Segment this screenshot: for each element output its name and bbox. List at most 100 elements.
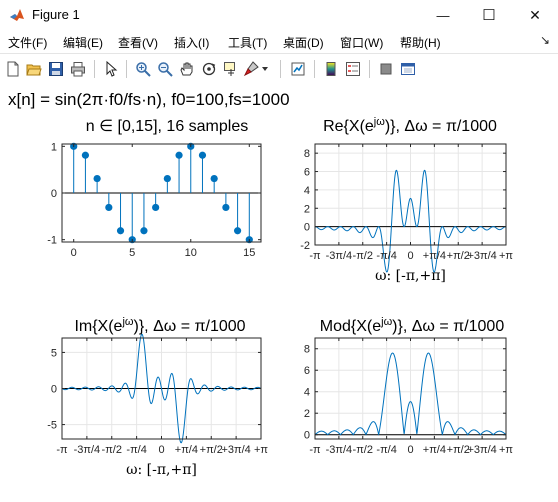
y-tick-label: 4 [304,185,310,197]
menu-insert[interactable]: 插入(I) [174,36,210,50]
subplot-2[interactable]: -π -3π/4 -π/2 -π/4 0 +π/4 +π/2+3π/4 +π -2 0 2 4 6 8 Re… [300,116,513,284]
menu-help[interactable]: 帮助(H) [400,36,441,50]
x-tick-label: +π [499,444,513,456]
menu-view[interactable]: 查看(V) [118,36,158,50]
x-tick-label: +π/4 [175,444,198,456]
toolbar-separator [94,60,95,78]
subplot-1[interactable]: 0 5 10 15 -1 0 1 n ∈ [0,15], 16 samples [47,118,262,259]
show-plot-tools-icon[interactable] [398,59,418,79]
x-axis-label: ω: [-π,+π] [375,268,446,284]
toolbar [0,53,558,85]
x-tick-label: -π/2 [353,250,373,262]
stem-marker [198,151,207,159]
menu-file[interactable]: 文件(F) [8,36,48,50]
y-tick-label: 0 [51,384,57,396]
brush-icon[interactable] [241,59,261,79]
x-tick-label: -π/4 [376,250,396,262]
x-tick-label: +π [499,250,513,262]
close-button[interactable]: ✕ [512,0,558,30]
stem-marker [93,174,101,183]
y-tick-label: 0 [304,222,310,234]
menu-tools[interactable]: 工具(T) [228,36,268,50]
zoom-out-icon[interactable] [155,59,175,79]
zoom-in-icon[interactable] [133,59,153,79]
axes-title: Mod{X(ejω)}, Δω = π/1000 [320,316,505,335]
subplot-4[interactable]: -π -3π/4 -π/2 -π/4 0 +π/4 +π/2+3π/4 +π 0 2 4 6 8 Mod{… [304,316,514,456]
toolbar-separator [369,60,370,78]
data-cursor-icon[interactable] [221,59,241,79]
hide-plot-tools-icon[interactable] [376,59,396,79]
x-tick-label: 0 [71,247,77,259]
x-axis-label: ω: [-π,+π] [126,462,197,478]
link-plot-icon[interactable] [288,59,308,79]
stem-marker [116,227,125,235]
menu-desktop[interactable]: 桌面(D) [283,36,324,50]
x-tick-label: 5 [129,247,135,259]
menu-window[interactable]: 窗口(W) [340,36,384,50]
x-tick-label: 10 [185,247,197,259]
toolbar-separator [280,60,281,78]
minimize-button[interactable]: — [420,0,466,30]
subplot-3[interactable]: -π -3π/4 -π/2 -π/4 0 +π/4 +π/2+3π/4 +π -5 0 5 Im{X(… [47,316,268,478]
maximize-button[interactable]: ☐ [466,0,512,30]
y-tick-label: -1 [47,235,57,247]
x-tick-label: +3π/4 [221,444,250,456]
open-file-icon[interactable] [24,59,44,79]
x-tick-label: +π/4 [423,444,446,456]
x-tick-label: +3π/4 [467,250,496,262]
stem-marker [233,227,242,235]
x-tick-label: +π [254,444,268,456]
y-tick-label: 1 [51,141,57,153]
brush-dropdown-icon[interactable] [259,59,271,79]
stem-marker [105,203,113,212]
x-tick-label: +π/2 [200,444,223,456]
figure-plot-area: x[n] = sin(2π·f0/fs·n), f0=100,fs=1000 0… [8,90,514,478]
y-tick-label: 6 [304,365,310,377]
x-tick-label: -3π/4 [74,444,101,456]
toolbar-separator [314,60,315,78]
x-tick-label: -π/2 [102,444,122,456]
x-tick-label: +π/2 [447,444,470,456]
menu-edit[interactable]: 编辑(E) [63,36,103,50]
pan-hand-icon[interactable] [177,59,197,79]
insert-legend-icon[interactable] [343,59,363,79]
stem-marker [210,174,218,183]
axes-title: Re{X(ejω)}, Δω = π/1000 [323,116,497,135]
x-tick-label: -π [309,250,321,262]
matlab-logo-icon [10,9,24,21]
save-icon[interactable] [46,59,66,79]
y-tick-label: -2 [300,240,310,252]
x-tick-label: -3π/4 [326,444,353,456]
menu-overflow-icon[interactable]: ↘ [539,33,550,47]
x-tick-label: -π/4 [126,444,146,456]
y-tick-label: 2 [304,203,310,215]
axes-title: Im{X(ejω)}, Δω = π/1000 [74,316,245,335]
x-tick-label: -π/2 [353,444,373,456]
title-bar[interactable]: Figure 1 — ☐ ✕ [0,0,558,30]
series-line [314,169,507,273]
y-tick-label: 8 [304,148,310,160]
maximize-icon: ☐ [482,7,496,24]
x-tick-label: 0 [407,250,413,262]
x-tick-label: -π/4 [376,444,396,456]
series-line [61,333,262,444]
x-tick-label: +π/2 [447,250,470,262]
figure-canvas[interactable]: x[n] = sin(2π·f0/fs·n), f0=100,fs=1000 0… [0,84,558,502]
edit-plot-arrow-icon[interactable] [101,59,121,79]
y-tick-label: -5 [47,420,57,432]
x-tick-label: +π/4 [423,250,446,262]
new-figure-icon[interactable] [3,59,23,79]
y-tick-label: 4 [304,387,310,399]
y-tick-label: 0 [304,430,310,442]
close-icon: ✕ [529,6,541,23]
x-tick-label: -π [56,444,68,456]
stem-marker [81,151,90,159]
series-line [314,352,507,436]
x-tick-label: 0 [407,444,413,456]
x-tick-label: -3π/4 [326,250,353,262]
rotate-3d-icon[interactable] [199,59,219,79]
insert-colorbar-icon[interactable] [321,59,341,79]
x-tick-label: 15 [243,247,255,259]
stem-marker [152,203,160,212]
print-icon[interactable] [68,59,88,79]
